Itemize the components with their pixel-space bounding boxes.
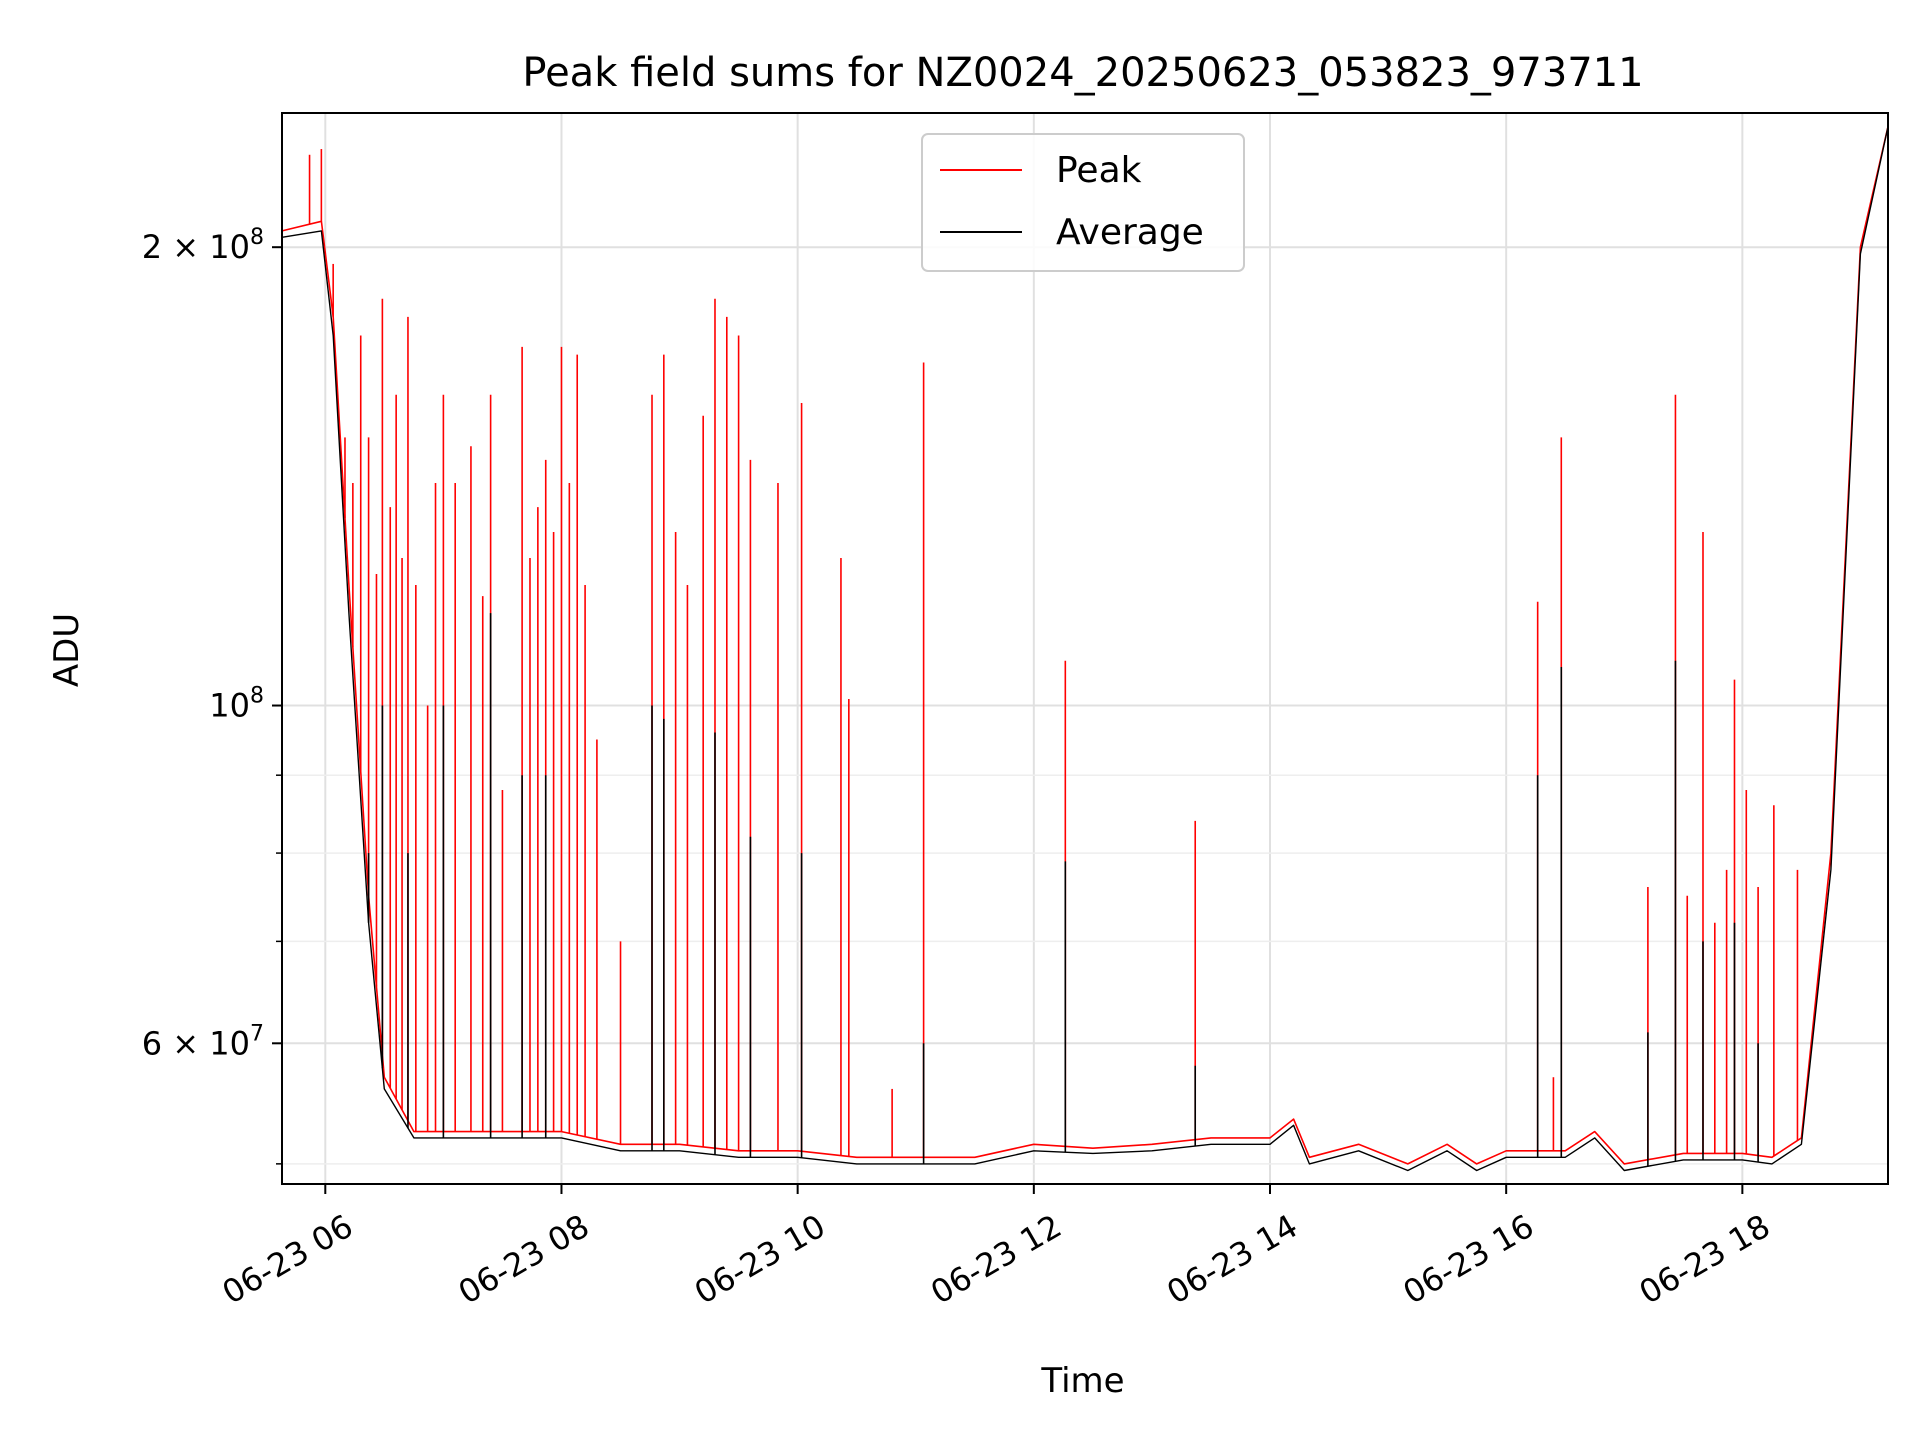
legend-average-label: Average <box>1056 212 1204 253</box>
peak-series-line <box>281 126 1889 1165</box>
x-tick-label: 06-23 18 <box>1633 1207 1777 1312</box>
legend: Peak Average <box>921 133 1245 272</box>
y-tick-label: 2 × 108 <box>142 225 264 266</box>
legend-peak-label: Peak <box>1056 150 1142 191</box>
plot-area <box>281 126 1889 1172</box>
y-tick-label: 108 <box>209 684 264 725</box>
x-axis-label: Time <box>1040 1361 1124 1401</box>
x-tick-label: 06-23 10 <box>688 1207 832 1312</box>
y-axis: 6 × 107 108 2 × 108 <box>142 225 282 1165</box>
x-tick-label: 06-23 08 <box>452 1207 596 1312</box>
y-axis-label: ADU <box>47 613 87 687</box>
y-tick-label: 6 × 107 <box>142 1021 264 1062</box>
average-series-line <box>281 126 1889 1172</box>
plot-frame <box>281 112 1889 1185</box>
chart-title: Peak field sums for NZ0024_20250623_0538… <box>522 50 1643 96</box>
legend-box <box>921 133 1245 272</box>
grid <box>282 113 1888 1184</box>
x-tick-label: 06-23 14 <box>1160 1207 1304 1312</box>
x-tick-label: 06-23 12 <box>924 1207 1068 1312</box>
x-axis: 06-23 06 06-23 08 06-23 10 06-23 12 06-23 14… <box>216 1184 1777 1312</box>
x-tick-label: 06-23 16 <box>1397 1207 1541 1312</box>
x-tick-label: 06-23 06 <box>216 1207 360 1312</box>
